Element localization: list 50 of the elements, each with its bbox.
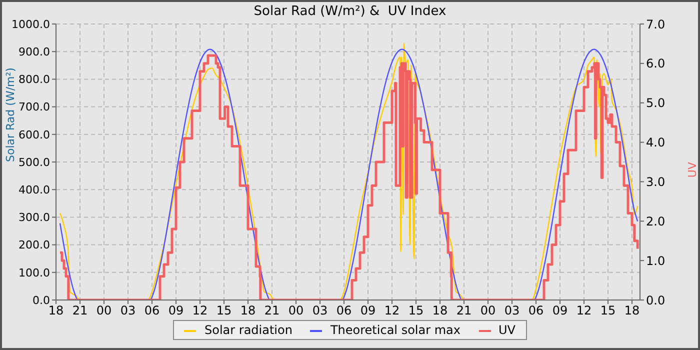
x-tick-label: 15 [408, 304, 424, 318]
x-tick-label: 06 [144, 304, 160, 318]
y2-tick-label: 1.0 [646, 254, 666, 268]
y2-axis-title: UV [686, 162, 699, 178]
y2-tick-label: 2.0 [646, 214, 666, 228]
x-tick-label: 03 [312, 304, 328, 318]
x-tick-label: 18 [240, 304, 256, 318]
y-tick-label: 600.0 [18, 128, 50, 142]
x-tick-label: 06 [528, 304, 544, 318]
x-tick-label: 00 [480, 304, 496, 318]
x-tick-label: 00 [288, 304, 304, 318]
y2-tick-label: 5.0 [646, 96, 666, 110]
y-tick-label: 1000.0 [12, 18, 50, 31]
y-tick-label: 300.0 [18, 211, 50, 224]
x-tick-label: 09 [552, 304, 568, 318]
y2-tick-label: 4.0 [646, 136, 666, 150]
x-tick-label: 03 [504, 304, 520, 318]
y2-tick-label: 0.0 [646, 293, 666, 308]
y-tick-label: 0.0 [32, 294, 50, 307]
y-axis-title: Solar Rad (W/m²) [4, 68, 17, 162]
legend-label: UV [498, 323, 516, 337]
x-tick-label: 09 [360, 304, 376, 318]
x-tick-label: 03 [120, 304, 136, 318]
x-tick-label: 21 [456, 304, 472, 318]
y2-tick-label: 3.0 [646, 174, 666, 189]
x-tick-label: 15 [600, 304, 616, 318]
x-tick-label: 09 [168, 304, 184, 318]
legend-label: Solar radiation [204, 323, 292, 337]
x-tick-label: 18 [432, 304, 448, 318]
x-tick-label: 06 [336, 304, 352, 318]
y-tick-label: 200.0 [18, 238, 50, 252]
y-tick-label: 700.0 [18, 100, 50, 114]
legend-label: Theoretical solar max [330, 323, 460, 337]
x-tick-label: 12 [384, 304, 400, 318]
chart-title: Solar Rad (W/m²) & UV Index [252, 4, 448, 19]
x-tick-label: 18 [624, 304, 640, 318]
y-tick-label: 100.0 [18, 266, 50, 280]
y-tick-label: 500.0 [18, 156, 50, 169]
y2-tick-label: 6.0 [646, 56, 666, 71]
x-tick-label: 12 [576, 304, 592, 318]
x-tick-label: 21 [264, 304, 280, 318]
y-tick-label: 900.0 [18, 46, 50, 59]
y-tick-label: 400.0 [18, 184, 50, 197]
x-tick-label: 15 [216, 304, 232, 318]
x-tick-label: 18 [48, 304, 64, 318]
x-tick-label: 00 [96, 304, 112, 318]
y-tick-label: 800.0 [18, 73, 50, 86]
x-tick-label: 21 [72, 304, 88, 318]
y2-tick-label: 7.0 [646, 17, 666, 32]
x-tick-label: 12 [192, 304, 208, 318]
